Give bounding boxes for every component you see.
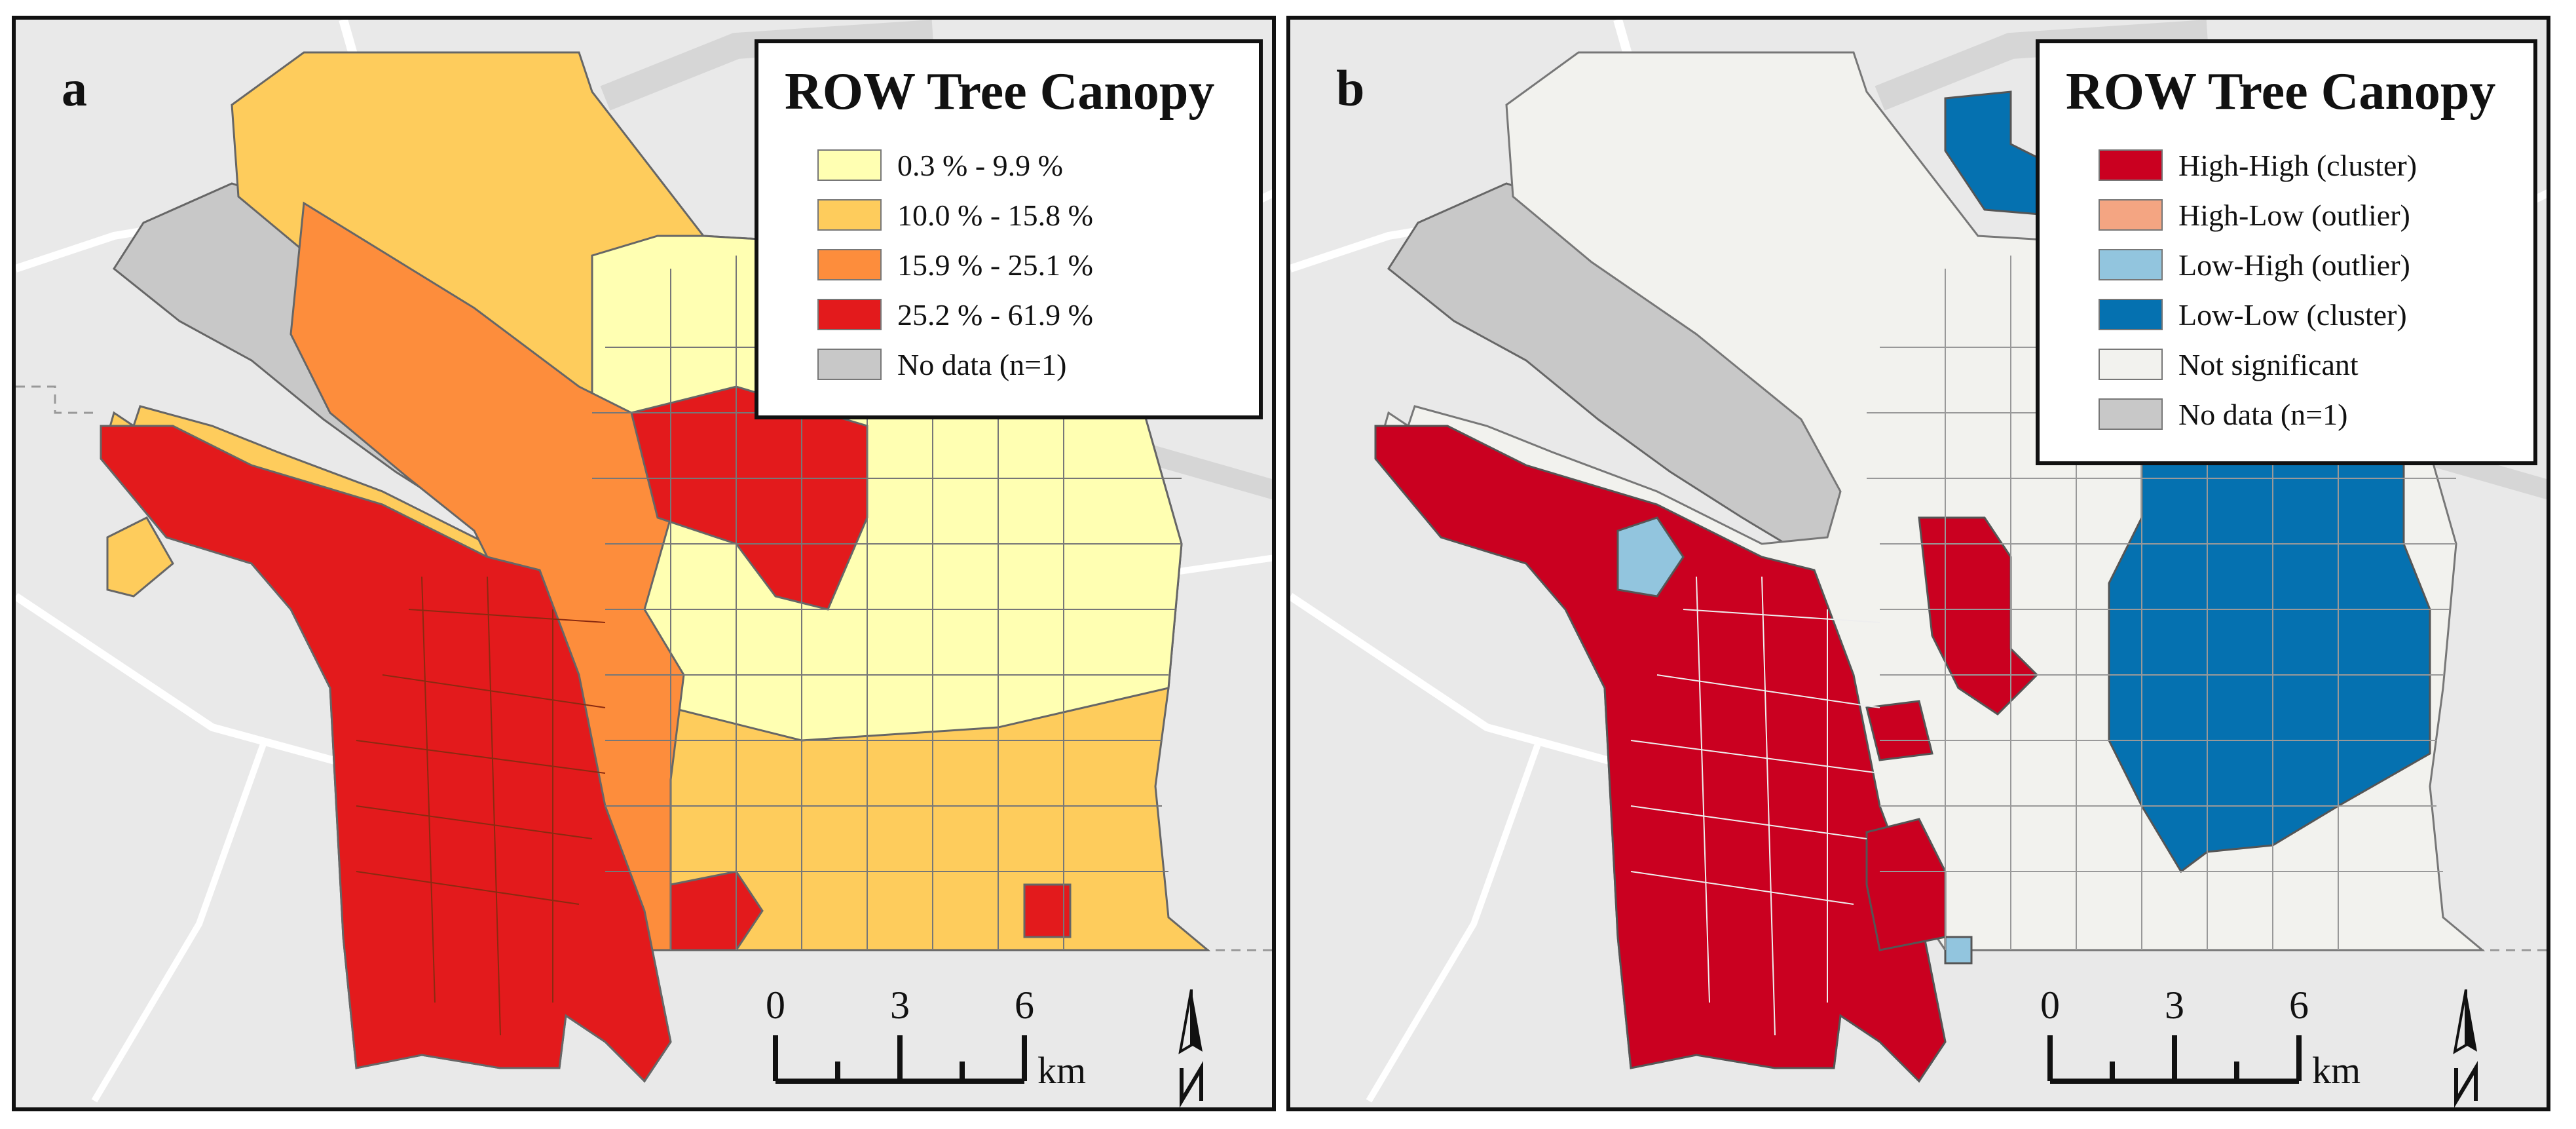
legend-label: No data (n=1): [2178, 397, 2348, 431]
legend-label: 0.3 % - 9.9 %: [897, 148, 1063, 182]
scale-bar: 0 3 6 km: [766, 983, 1129, 1107]
map-legend: ROW Tree Canopy 0.3 % - 9.9 % 10.0 % - 1…: [755, 39, 1263, 419]
legend-item: No data (n=1): [778, 339, 1239, 389]
legend-label: 10.0 % - 15.8 %: [897, 198, 1093, 232]
legend-swatch: [817, 299, 882, 330]
scale-bar-line: [773, 1035, 1027, 1084]
legend-item: High-High (cluster): [2059, 140, 2514, 190]
north-arrow-icon: [2453, 989, 2478, 1107]
legend-item: Low-High (outlier): [2059, 240, 2514, 290]
low-high-outlier: [1944, 936, 1973, 965]
legend-label: Low-High (outlier): [2178, 248, 2410, 282]
legend-item: High-Low (outlier): [2059, 190, 2514, 240]
north-arrow-icon: [1178, 989, 1203, 1107]
river: [1875, 20, 2209, 111]
legend-swatch: [817, 149, 882, 181]
legend-swatch: [2099, 249, 2163, 280]
boundary-line: [16, 385, 94, 414]
legend-title: ROW Tree Canopy: [785, 63, 1215, 121]
scale-tick-label: 6: [2289, 984, 2309, 1027]
legend-swatch: [2099, 149, 2163, 181]
scale-tick-label: 0: [2040, 984, 2060, 1027]
legend-swatch: [2099, 398, 2163, 430]
scale-tick-label: 0: [766, 984, 785, 1027]
legend-label: High-Low (outlier): [2178, 198, 2410, 232]
legend-swatch: [2099, 349, 2163, 380]
map-panel-a: a ROW Tree Canopy 0.3 % - 9.9 % 10.0 % -…: [12, 16, 1276, 1111]
legend-label: No data (n=1): [897, 347, 1067, 381]
scale-unit: km: [2312, 1049, 2361, 1092]
red-zone: [1023, 883, 1072, 938]
scale-tick-label: 3: [890, 984, 910, 1027]
scale-tick-label: 6: [1015, 984, 1034, 1027]
road: [16, 593, 358, 771]
legend-swatch: [2099, 199, 2163, 231]
legend-title: ROW Tree Canopy: [2066, 63, 2496, 121]
legend-item: 15.9 % - 25.1 %: [778, 240, 1239, 290]
legend-item: 25.2 % - 61.9 %: [778, 290, 1239, 339]
legend-item: Low-Low (cluster): [2059, 290, 2514, 339]
legend-label: 15.9 % - 25.1 %: [897, 248, 1093, 282]
panel-letter: a: [62, 60, 87, 117]
low-high-outlier: [1616, 516, 1685, 598]
high-high-cluster: [1865, 700, 1933, 761]
tract-grid: [356, 576, 606, 1036]
legend-item: 10.0 % - 15.8 %: [778, 190, 1239, 240]
red-zone-west: [100, 425, 672, 1083]
map-legend: ROW Tree Canopy High-High (cluster) High…: [2036, 39, 2537, 465]
river: [600, 20, 934, 111]
map-panel-b: b ROW Tree Canopy High-High (cluster) Hi…: [1286, 16, 2550, 1111]
legend-item: Not significant: [2059, 339, 2514, 389]
legend-swatch: [817, 249, 882, 280]
legend-item: No data (n=1): [2059, 389, 2514, 439]
legend-label: High-High (cluster): [2178, 148, 2417, 182]
scale-bar: 0 3 6 km: [2040, 983, 2404, 1107]
tract-grid: [1630, 576, 1880, 1036]
legend-label: Not significant: [2178, 347, 2359, 381]
scale-bar-line: [2047, 1035, 2302, 1084]
legend-item: 0.3 % - 9.9 %: [778, 140, 1239, 190]
high-high-cluster: [1374, 425, 1947, 1083]
legend-label: 25.2 % - 61.9 %: [897, 297, 1093, 332]
legend-label: Low-Low (cluster): [2178, 297, 2407, 332]
scale-tick-label: 3: [2165, 984, 2184, 1027]
legend-swatch: [817, 349, 882, 380]
legend-swatch: [2099, 299, 2163, 330]
road: [1290, 593, 1632, 771]
road: [1366, 739, 1542, 1103]
road: [91, 739, 268, 1103]
scale-unit: km: [1037, 1049, 1087, 1092]
panel-letter: b: [1336, 60, 1365, 117]
orange-light-zone: [106, 516, 174, 598]
legend-swatch: [817, 199, 882, 231]
